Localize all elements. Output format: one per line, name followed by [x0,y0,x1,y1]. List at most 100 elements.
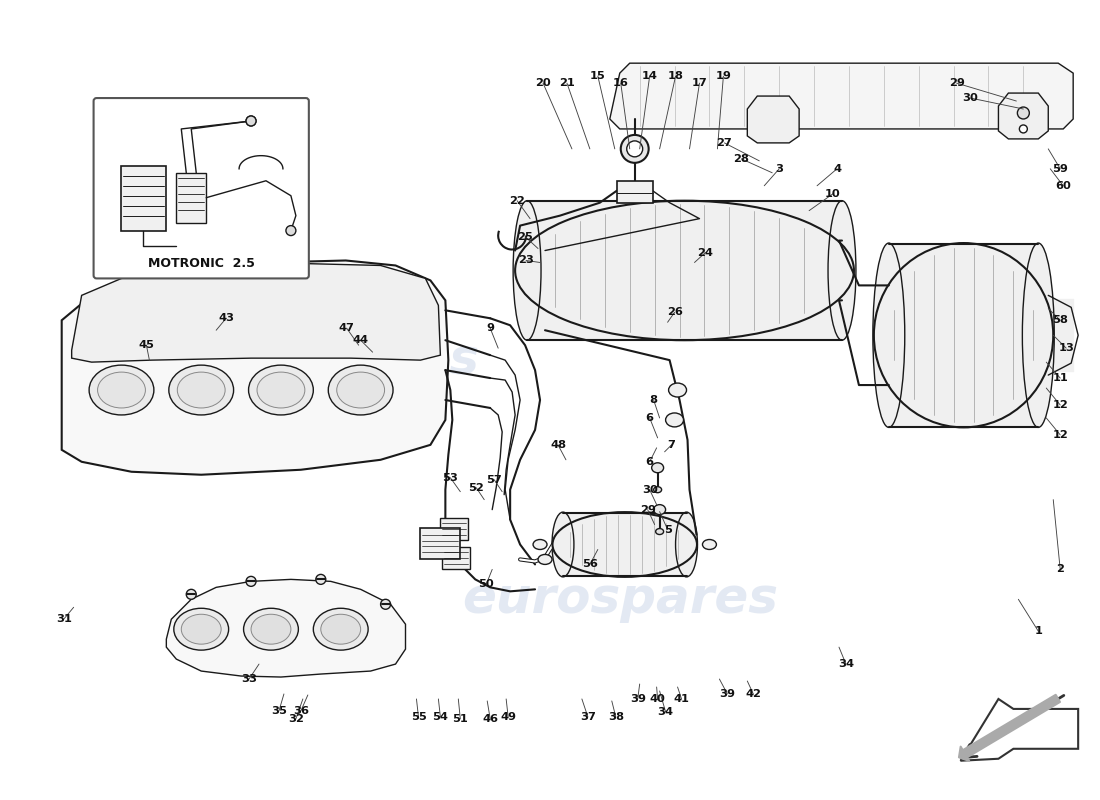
Text: 30: 30 [962,93,979,103]
Text: 35: 35 [271,706,287,716]
Ellipse shape [257,372,305,408]
Circle shape [246,116,256,126]
Ellipse shape [656,529,663,534]
Text: 54: 54 [432,712,449,722]
Text: 17: 17 [692,78,707,88]
Text: 21: 21 [559,78,575,88]
Circle shape [246,576,256,586]
Ellipse shape [627,141,642,157]
Text: 5: 5 [663,525,671,534]
Text: 26: 26 [667,307,682,318]
Text: 23: 23 [518,255,534,266]
Ellipse shape [314,608,369,650]
Ellipse shape [1022,243,1054,427]
Text: 7: 7 [668,440,675,450]
Circle shape [286,226,296,235]
Text: 30: 30 [641,485,658,494]
Text: 25: 25 [517,231,534,242]
Polygon shape [609,63,1074,129]
Circle shape [381,599,390,610]
Text: 22: 22 [509,196,525,206]
Ellipse shape [675,512,697,577]
Text: 36: 36 [293,706,309,716]
Ellipse shape [182,614,221,644]
Text: 1: 1 [1034,626,1042,636]
Text: eurospares: eurospares [163,336,478,384]
Text: 4: 4 [833,164,842,174]
Text: 18: 18 [668,71,683,81]
Text: 34: 34 [658,707,673,717]
Text: 29: 29 [640,505,656,514]
Ellipse shape [669,383,686,397]
Bar [889,243,1038,428]
Ellipse shape [251,614,290,644]
Text: 57: 57 [486,474,502,485]
Text: 14: 14 [641,71,658,81]
Text: 58: 58 [1053,315,1068,326]
Text: MOTRONIC  2.5: MOTRONIC 2.5 [147,257,255,270]
Ellipse shape [828,201,856,340]
Ellipse shape [249,365,313,415]
Circle shape [1020,125,1027,133]
Text: 37: 37 [580,712,596,722]
Ellipse shape [873,243,905,427]
FancyBboxPatch shape [94,98,309,278]
Text: 51: 51 [452,714,469,724]
Polygon shape [747,96,799,143]
Ellipse shape [534,539,547,550]
Text: 43: 43 [218,314,234,323]
Ellipse shape [666,413,683,427]
Ellipse shape [703,539,716,550]
Text: 48: 48 [550,440,566,450]
Text: 24: 24 [697,247,714,258]
Text: 47: 47 [339,323,354,334]
Text: 55: 55 [410,712,427,722]
Text: 53: 53 [442,473,459,482]
Ellipse shape [538,554,552,565]
Text: 12: 12 [1053,400,1068,410]
Ellipse shape [168,365,233,415]
Ellipse shape [513,201,541,340]
Polygon shape [960,699,1078,761]
Text: 11: 11 [1053,373,1068,383]
Text: 42: 42 [746,689,761,699]
Circle shape [1018,107,1030,119]
Text: 6: 6 [646,413,653,423]
Text: 13: 13 [1058,343,1074,353]
Text: 32: 32 [288,714,304,724]
Polygon shape [166,579,406,677]
Text: 31: 31 [56,614,72,624]
Text: 39: 39 [629,694,646,704]
Text: 2: 2 [1056,565,1064,574]
Text: 60: 60 [1055,181,1071,190]
Polygon shape [72,263,440,362]
Bar [617,181,652,202]
Text: eurospares: eurospares [462,575,778,623]
Ellipse shape [328,365,393,415]
Bar [176,173,206,222]
Text: 8: 8 [650,395,658,405]
Text: 28: 28 [734,154,749,164]
Text: 20: 20 [535,78,551,88]
Ellipse shape [89,365,154,415]
Text: 16: 16 [613,78,629,88]
Ellipse shape [651,462,663,473]
Text: 29: 29 [948,78,965,88]
Text: 50: 50 [478,579,494,590]
Text: 46: 46 [482,714,498,724]
Ellipse shape [552,512,574,577]
Circle shape [186,590,196,599]
Text: 45: 45 [139,340,154,350]
Ellipse shape [321,614,361,644]
Ellipse shape [98,372,145,408]
Ellipse shape [243,608,298,650]
Bar [440,518,469,539]
Text: 59: 59 [1053,164,1068,174]
Text: 6: 6 [646,457,653,466]
Text: 34: 34 [838,659,854,669]
Text: 19: 19 [715,71,732,81]
Text: 52: 52 [469,482,484,493]
Polygon shape [62,261,449,474]
Text: 3: 3 [776,164,783,174]
Text: 39: 39 [719,689,736,699]
